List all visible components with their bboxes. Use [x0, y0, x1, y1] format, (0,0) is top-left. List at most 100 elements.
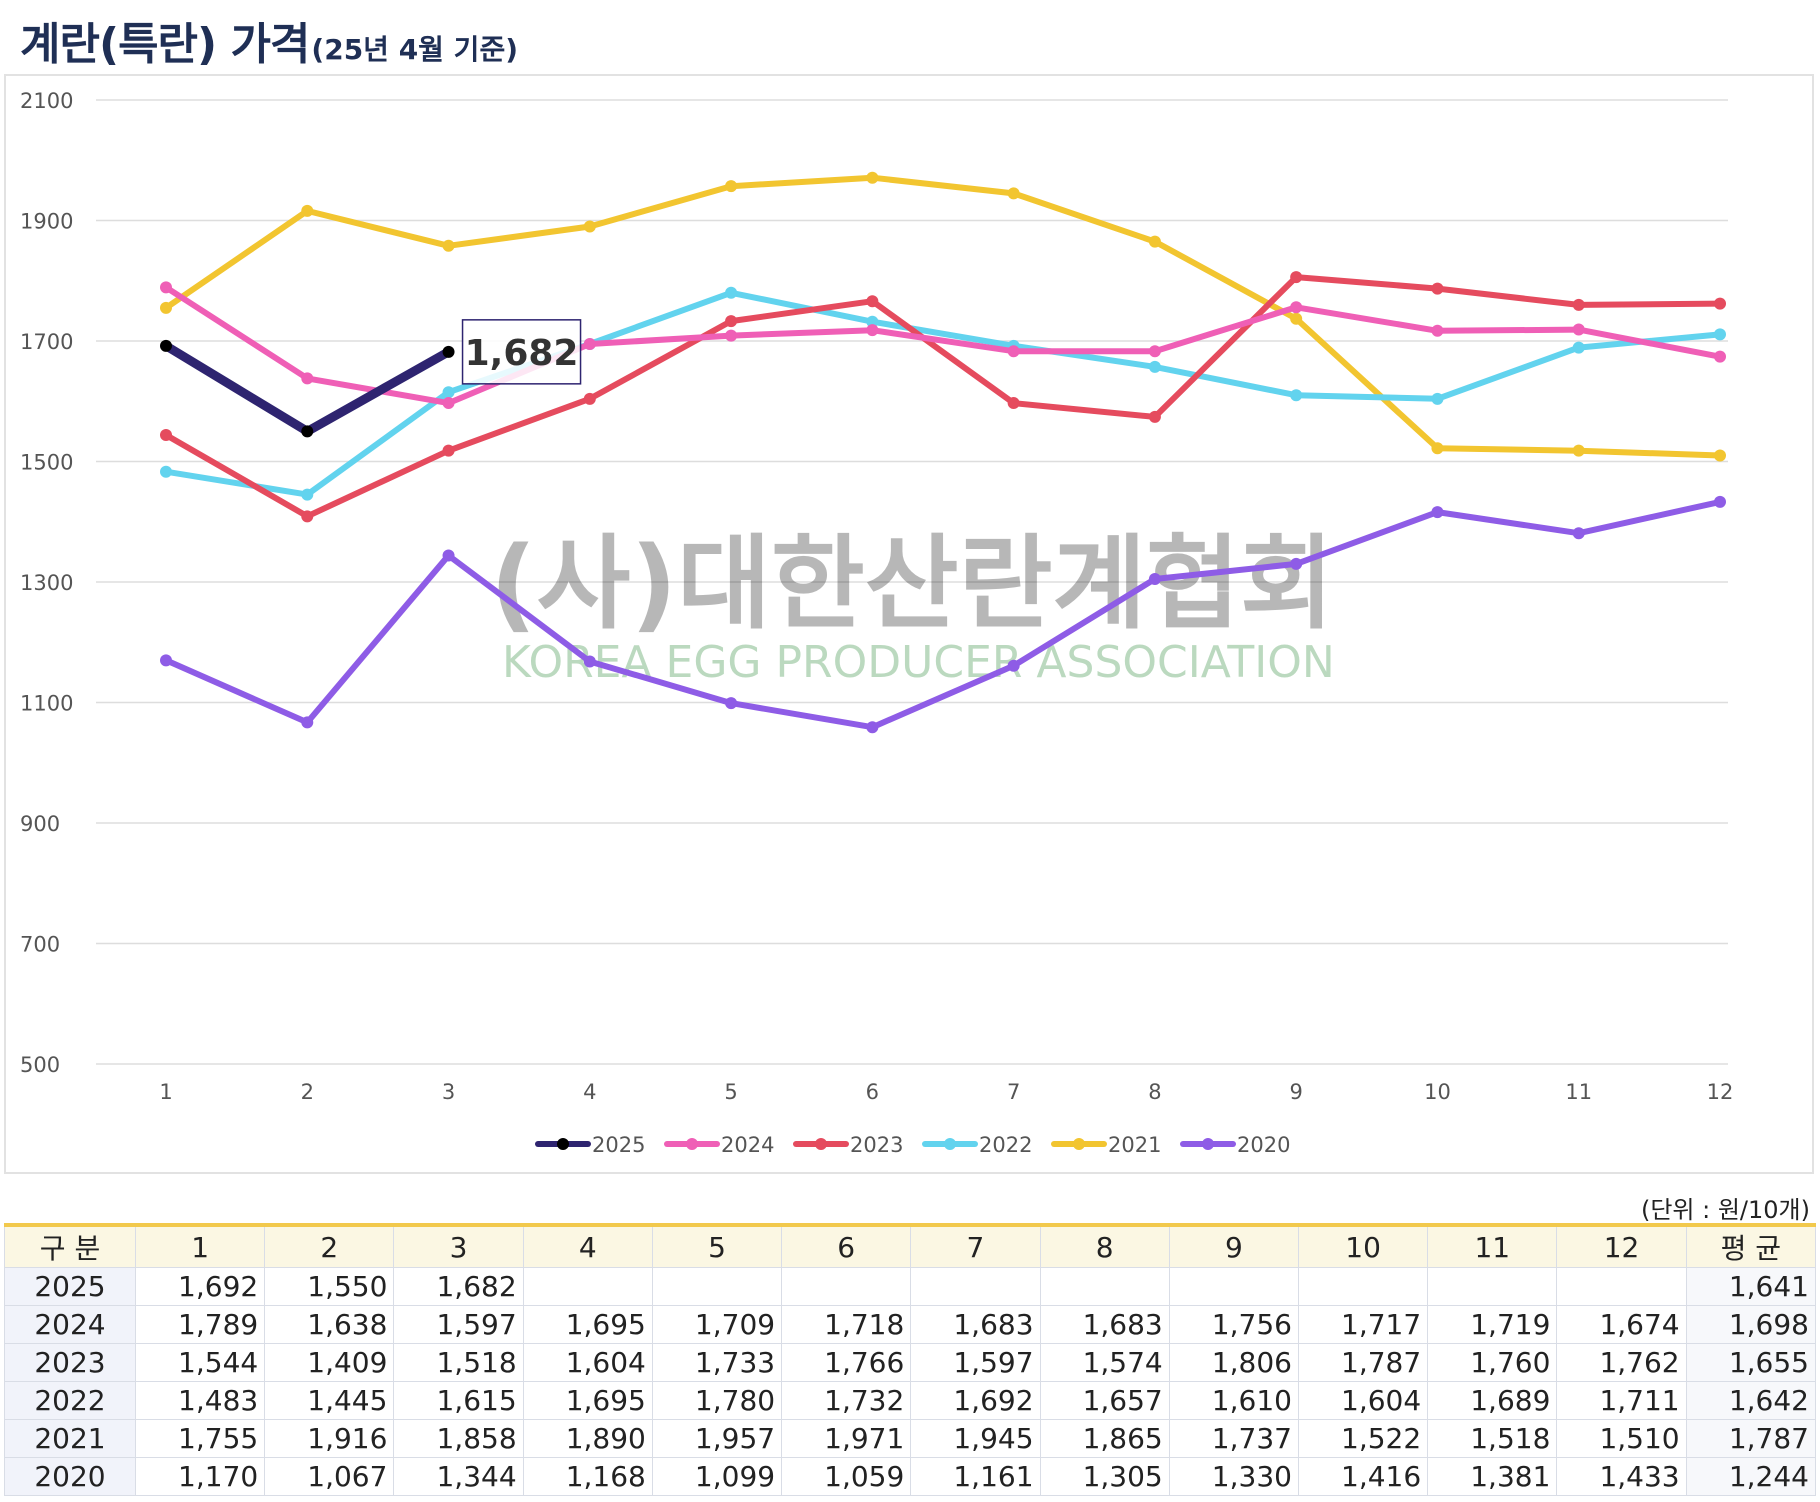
data-point-2024[interactable] — [1431, 324, 1444, 337]
data-point-2020[interactable] — [1714, 495, 1726, 508]
table-cell: 1,161 — [910, 1457, 1041, 1496]
data-point-2021[interactable] — [1148, 235, 1161, 248]
data-point-2024[interactable] — [160, 281, 172, 294]
data-point-2022[interactable] — [1290, 389, 1303, 402]
data-point-2021[interactable] — [725, 180, 738, 193]
watermark-ko: (사)대한산란계협회 — [490, 525, 1334, 644]
table-cell: 1,638 — [264, 1305, 395, 1344]
data-point-2020[interactable] — [583, 655, 596, 668]
data-point-2022[interactable] — [160, 465, 172, 478]
data-point-2020[interactable] — [301, 716, 314, 729]
data-point-2024[interactable] — [442, 397, 455, 410]
data-point-2021[interactable] — [866, 171, 879, 184]
data-point-2022[interactable] — [1148, 360, 1161, 373]
legend-item-2020[interactable]: 2020 — [1180, 1133, 1290, 1157]
data-point-2023[interactable] — [583, 392, 596, 405]
table-cell: 1,518 — [1427, 1419, 1558, 1458]
table-header-month: 6 — [781, 1224, 912, 1268]
legend-item-2025[interactable]: 2025 — [535, 1133, 645, 1157]
series-line-2024 — [163, 284, 1723, 407]
data-point-2021[interactable] — [583, 220, 596, 233]
data-point-2023[interactable] — [301, 510, 314, 523]
y-tick-label: 1900 — [20, 210, 73, 234]
data-point-2024[interactable] — [1148, 345, 1161, 358]
table-cell: 1,717 — [1297, 1305, 1429, 1344]
x-tick-label: 3 — [442, 1080, 455, 1104]
data-point-2020[interactable] — [1290, 557, 1303, 570]
data-point-2021[interactable] — [160, 301, 172, 314]
table-cell: 1,755 — [134, 1419, 266, 1458]
table-cell: 1,689 — [1427, 1381, 1558, 1420]
data-point-2024[interactable] — [1572, 323, 1585, 336]
table-row: 2023 1,544 1,409 1,518 1,604 1,733 1,766 1,597 1… — [4, 1343, 1817, 1382]
data-point-2024[interactable] — [725, 329, 738, 342]
data-point-2023[interactable] — [866, 295, 879, 308]
data-point-2021[interactable] — [1431, 442, 1444, 455]
data-point-2023[interactable] — [1431, 282, 1444, 295]
legend-item-2024[interactable]: 2024 — [664, 1133, 774, 1157]
table-cell: 1,709 — [651, 1305, 783, 1344]
data-point-2024[interactable] — [1007, 345, 1020, 358]
data-point-2022[interactable] — [1714, 328, 1726, 341]
x-tick-label: 7 — [1007, 1080, 1020, 1104]
table-cell: 1,510 — [1556, 1419, 1687, 1458]
data-point-2020[interactable] — [725, 697, 738, 710]
data-point-2022[interactable] — [866, 315, 879, 328]
data-point-2023[interactable] — [1714, 297, 1726, 310]
unit-label: (단위 : 원/10개) — [1640, 1196, 1810, 1224]
data-point-2020[interactable] — [160, 654, 172, 667]
data-point-2023[interactable] — [1148, 410, 1161, 423]
x-tick-label: 12 — [1707, 1080, 1734, 1104]
data-point-2022[interactable] — [442, 386, 455, 399]
legend[interactable]: 2025 2024 2023 2022 2021 2020 — [535, 1133, 1290, 1157]
data-point-2022[interactable] — [301, 488, 314, 501]
data-point-2023[interactable] — [160, 428, 172, 441]
data-point-2023[interactable] — [442, 444, 455, 457]
data-point-2020[interactable] — [1572, 527, 1585, 540]
data-point-2024[interactable] — [1714, 350, 1726, 363]
y-tick-label: 1300 — [20, 571, 73, 595]
data-point-2024[interactable] — [301, 372, 314, 385]
data-point-2021[interactable] — [301, 204, 314, 217]
data-point-2021[interactable] — [1572, 444, 1585, 457]
data-point-2020[interactable] — [1431, 506, 1444, 519]
data-point-2024[interactable] — [583, 338, 596, 351]
table-cell: 1,433 — [1556, 1457, 1687, 1496]
data-point-2024[interactable] — [866, 324, 879, 337]
y-tick-label: 700 — [20, 933, 60, 957]
data-point-2021[interactable] — [1714, 449, 1726, 462]
data-point-2022[interactable] — [725, 286, 738, 299]
data-point-2021[interactable] — [1290, 312, 1303, 325]
legend-item-2022[interactable]: 2022 — [922, 1133, 1032, 1157]
series-line-2023 — [163, 274, 1723, 520]
data-point-2023[interactable] — [1572, 298, 1585, 311]
table-header-month: 9 — [1168, 1224, 1299, 1268]
data-point-2020[interactable] — [1148, 572, 1161, 585]
series-line-2025 — [161, 341, 453, 436]
table-cell: 1,597 — [393, 1305, 524, 1344]
table-row: 2025 1,692 1,550 1,682 1,641 — [4, 1267, 1817, 1306]
legend-item-2021[interactable]: 2021 — [1051, 1133, 1161, 1157]
legend-item-2023[interactable]: 2023 — [793, 1133, 903, 1157]
data-point-2024[interactable] — [1290, 301, 1303, 314]
data-point-2021[interactable] — [442, 239, 455, 252]
x-tick-label: 2 — [301, 1080, 314, 1104]
data-point-2023[interactable] — [725, 315, 738, 328]
data-point-2022[interactable] — [1431, 392, 1444, 405]
data-point-2025[interactable] — [442, 345, 455, 358]
table-cell: 1,604 — [522, 1343, 653, 1382]
data-point-2020[interactable] — [442, 549, 455, 562]
data-point-2025[interactable] — [301, 425, 314, 438]
data-point-2023[interactable] — [1290, 271, 1303, 284]
legend-marker — [1073, 1138, 1085, 1150]
data-point-2020[interactable] — [866, 721, 879, 734]
data-point-2023[interactable] — [1007, 397, 1020, 410]
table-cell-average: 1,787 — [1685, 1419, 1817, 1458]
data-point-2025[interactable] — [160, 339, 172, 352]
series-lines — [160, 171, 1726, 734]
data-point-2020[interactable] — [1007, 659, 1020, 672]
table-cell-year: 2021 — [4, 1419, 136, 1458]
table-row: 2022 1,483 1,445 1,615 1,695 1,780 1,732 1,692 1… — [4, 1381, 1817, 1420]
data-point-2022[interactable] — [1572, 341, 1585, 354]
data-point-2021[interactable] — [1007, 187, 1020, 200]
